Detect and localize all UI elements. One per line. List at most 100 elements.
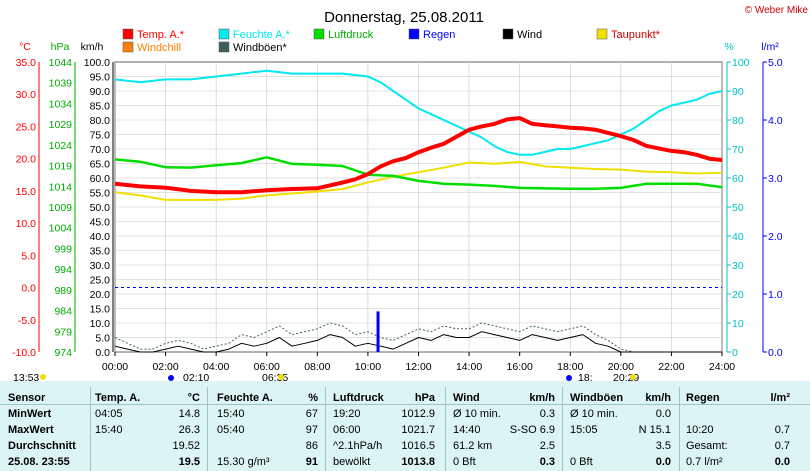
table-cell: 0.0 <box>655 408 671 420</box>
table-cell: 61.2 km <box>453 440 493 452</box>
table-cell: °C <box>187 392 200 404</box>
table-cell: Ø 10 min. <box>453 408 501 420</box>
y-tick-label: 0.0 <box>21 283 36 295</box>
legend-swatch <box>313 28 325 40</box>
table-cell: 2.5 <box>539 440 555 452</box>
table-cell: hPa <box>414 392 435 404</box>
table-column-divider <box>207 387 208 471</box>
table-cell: 15:05 <box>570 424 598 436</box>
table-row: MaxWert 15:40 26.3 05:40 97 06:00 1021.7 14:40 S… <box>0 422 810 439</box>
y-tick-label: 85.0 <box>90 101 111 113</box>
table-cell: 05:40 <box>217 424 245 436</box>
axis-unit-label: hPa <box>51 41 70 53</box>
table-column-divider <box>679 387 680 471</box>
table-cell: l/m² <box>770 392 790 404</box>
table-cell: Windböen <box>570 392 624 404</box>
y-tick-label: 30.0 <box>16 89 37 101</box>
table-header-row: Sensor Temp. A. °C Feuchte A.% Luftdruck hPa W… <box>0 390 810 407</box>
y-tick-label: 55.0 <box>90 188 111 200</box>
time-marker: 20:29 <box>613 372 639 381</box>
y-tick-label: 20 <box>732 289 744 301</box>
legend-label: Windchill <box>137 42 181 54</box>
table-cell: Feuchte A. <box>217 392 273 404</box>
y-tick-label: -5.0 <box>18 315 36 327</box>
x-tick-label: 04:00 <box>203 361 229 373</box>
table-cell: 25.08. 23:55 <box>8 456 70 468</box>
table-cell: Sensor <box>8 392 46 404</box>
table-cell: bewölkt <box>333 456 371 468</box>
table-cell: 97 <box>305 424 318 436</box>
legend-label: Temp. A.* <box>137 29 185 41</box>
y-tick-label: 40.0 <box>90 231 111 243</box>
y-tick-label: 90 <box>732 86 744 98</box>
table-cell: Temp. A. <box>95 392 141 404</box>
table-cell: 0.7 <box>774 424 790 436</box>
table-cell: S-SO 6.9 <box>509 424 555 436</box>
y-tick-label: 994 <box>54 264 72 276</box>
table-cell: 0.0 <box>774 456 790 468</box>
table-cell: % <box>308 392 318 404</box>
table-cell: N 15.1 <box>638 424 671 436</box>
y-tick-label: 1029 <box>49 119 73 131</box>
x-tick-label: 12:00 <box>405 361 431 373</box>
time-marker: 02:10 <box>183 372 209 381</box>
table-cell: 10:20 <box>686 424 714 436</box>
legend-swatch <box>122 41 134 53</box>
series-line-temp-a <box>114 116 723 195</box>
y-tick-label: 3.0 <box>768 173 783 185</box>
plot-area <box>114 69 723 353</box>
y-tick-label: 979 <box>54 326 72 338</box>
y-tick-label: 40 <box>732 231 744 243</box>
legend-label: Luftdruck <box>328 29 374 41</box>
y-tick-label: 65.0 <box>90 159 111 171</box>
marker-dot <box>630 374 636 380</box>
y-tick-label: 80 <box>732 115 744 127</box>
y-tick-label: 35.0 <box>90 246 111 258</box>
x-tick-label: 20:00 <box>608 361 634 373</box>
table-cell: 0.7 l/m² <box>686 456 723 468</box>
y-tick-label: 15.0 <box>16 186 37 198</box>
table-row: Durchschnitt 19.52 86 ^2.1hPa/h 1016.5 61.2 k… <box>0 438 810 455</box>
x-tick-label: 16:00 <box>507 361 533 373</box>
legend-swatch <box>218 28 230 40</box>
y-tick-label: 70.0 <box>90 144 111 156</box>
series-line-luftdruck <box>114 156 723 191</box>
axis-unit-label: °C <box>19 41 31 53</box>
y-tick-label: 30 <box>732 260 744 272</box>
marker-dot <box>278 374 284 380</box>
y-tick-label: 4.0 <box>768 115 783 127</box>
y-tick-label: 984 <box>54 306 72 318</box>
marker-dot <box>566 375 572 381</box>
y-tick-label: 5.0 <box>768 57 783 69</box>
axis-unit-label: l/m² <box>761 41 779 53</box>
y-tick-label: 70 <box>732 144 744 156</box>
table-cell: Luftdruck <box>333 392 384 404</box>
x-tick-label: 24:00 <box>709 361 735 373</box>
y-tick-label: 989 <box>54 285 72 297</box>
axes: 00:00 02:00 04:00 06:00 08:00 10:00 12:00 14:00… <box>12 41 783 373</box>
legend-label: Regen <box>423 29 455 41</box>
y-tick-label: 1019 <box>49 161 73 173</box>
x-tick-label: 18:00 <box>557 361 583 373</box>
y-tick-label: 1044 <box>49 57 73 69</box>
y-tick-label: 1024 <box>49 140 73 152</box>
y-tick-label: 75.0 <box>90 130 111 142</box>
time-marker: 13:53 <box>13 372 39 381</box>
legend-label: Feuchte A.* <box>233 29 291 41</box>
table-cell: 1013.8 <box>401 456 435 468</box>
statistics-table <box>0 381 810 471</box>
table-cell: 91 <box>305 456 318 468</box>
y-tick-label: 50.0 <box>90 202 111 214</box>
y-tick-label: 0.0 <box>95 347 110 359</box>
table-cell: MinWert <box>8 408 52 420</box>
y-tick-label: 1004 <box>49 223 73 235</box>
table-column-divider <box>445 387 446 471</box>
table-cell: Wind <box>453 392 480 404</box>
table-row: 25.08. 23:55 19.5 15.30 g/m³ 91 bewölkt 1013.… <box>0 454 810 471</box>
table-cell: Regen <box>686 392 720 404</box>
table-cell: 0 Bft <box>570 456 593 468</box>
y-tick-label: 80.0 <box>90 115 111 127</box>
y-tick-label: 999 <box>54 243 72 255</box>
legend-swatch <box>122 28 134 40</box>
legend-swatch <box>218 41 230 53</box>
